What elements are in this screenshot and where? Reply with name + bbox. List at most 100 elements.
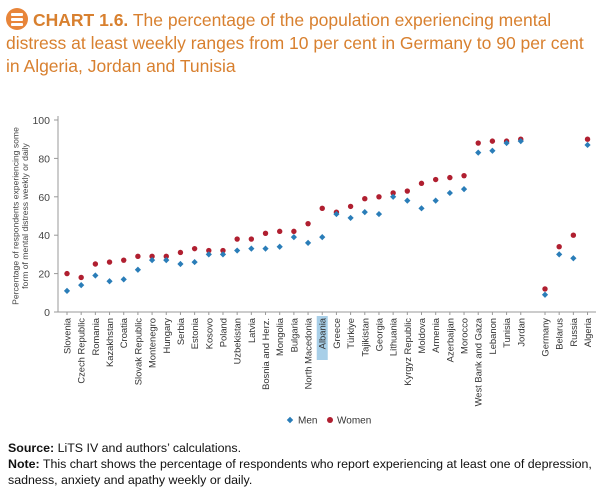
men-point <box>163 257 170 264</box>
men-point <box>276 243 283 250</box>
women-point <box>177 249 184 256</box>
women-point <box>248 236 255 242</box>
x-tick-label: Hungary <box>161 318 172 354</box>
x-tick-label: Greece <box>331 318 342 349</box>
women-point <box>106 259 113 265</box>
men-point <box>556 251 563 258</box>
men-point <box>375 210 383 218</box>
x-tick-label: Tunisia <box>501 317 512 348</box>
x-tick-label: Albania <box>317 317 328 349</box>
x-tick-label: Bulgaria <box>288 317 299 352</box>
men-point <box>92 272 99 279</box>
note-line: Note: This chart shows the percentage of… <box>8 456 596 488</box>
men-point <box>106 278 113 285</box>
women-point <box>542 286 548 292</box>
x-tick-label: Lithuania <box>388 317 399 356</box>
men-point <box>475 149 482 156</box>
men-point <box>234 247 241 254</box>
x-tick-label: Croatia <box>118 317 129 348</box>
women-point <box>404 188 411 194</box>
men-point <box>177 260 184 268</box>
women-point <box>556 244 562 250</box>
x-tick-label: Algeria <box>582 317 593 347</box>
x-tick-label: Mongolia <box>274 317 285 356</box>
chart-footer: Source: LiTS IV and authors’ calculation… <box>8 440 596 488</box>
women-point <box>191 245 198 252</box>
women-point <box>149 253 155 260</box>
x-tick-label: Jordan <box>515 318 526 347</box>
women-point <box>362 196 368 202</box>
men-point <box>517 138 524 145</box>
women-point <box>262 230 269 236</box>
chart-number: CHART 1.6. <box>33 10 129 30</box>
note-text: This chart shows the percentage of respo… <box>8 457 592 487</box>
men-point <box>446 189 453 197</box>
source-text: LiTS IV and authors’ calculations. <box>57 441 242 455</box>
women-point <box>461 172 467 179</box>
women-point <box>447 174 453 181</box>
women-point <box>121 257 127 263</box>
legend-men-label: Men <box>298 416 317 427</box>
x-tick-label: Kosovo <box>203 318 214 349</box>
x-tick-label: Kyrgyz Republic <box>402 318 413 386</box>
x-tick-label: Serbia <box>175 317 186 345</box>
women-point <box>584 136 591 142</box>
x-tick-label: Germany <box>540 318 551 357</box>
women-point <box>78 274 84 281</box>
x-tick-label: Türkiye <box>345 318 356 349</box>
men-point <box>219 251 227 258</box>
x-tick-label: West Bank and Gaza <box>473 317 484 406</box>
men-point <box>418 205 425 212</box>
x-tick-label: Morocco <box>459 318 470 354</box>
chart-title: CHART 1.6. The percentage of the populat… <box>6 8 594 78</box>
men-point <box>205 251 212 258</box>
x-tick-label: Montenegro <box>147 318 158 368</box>
men-point <box>432 197 439 204</box>
women-point <box>418 180 425 187</box>
y-tick-label: 80 <box>38 153 50 165</box>
men-point <box>262 245 269 252</box>
women-point <box>291 228 297 235</box>
men-point <box>304 239 312 246</box>
y-tick-label: 100 <box>32 115 50 127</box>
men-point <box>361 209 368 216</box>
source-label: Source: <box>8 441 55 455</box>
x-tick-label: Belarus <box>554 318 565 350</box>
men-point <box>390 193 397 200</box>
men-point <box>584 141 591 149</box>
women-point <box>376 194 382 200</box>
women-point <box>489 138 496 144</box>
women-point <box>475 140 481 146</box>
x-tick-label: Poland <box>217 318 228 347</box>
men-point <box>460 186 468 193</box>
women-point <box>135 253 141 260</box>
women-point <box>163 253 169 260</box>
women-point <box>64 270 70 277</box>
y-tick-label: 60 <box>38 192 50 204</box>
women-point <box>432 176 439 183</box>
women-point <box>347 203 354 210</box>
women-point <box>206 247 212 254</box>
women-point <box>234 236 240 242</box>
men-point <box>503 139 510 147</box>
legend-men-marker <box>286 416 294 424</box>
x-tick-label: Azerbaijan <box>444 318 455 362</box>
x-tick-label: Moldova <box>416 317 427 353</box>
x-tick-label: Estonia <box>189 317 200 349</box>
men-point <box>489 147 496 154</box>
y-axis-label: Percentage of respondents experiencing s… <box>10 127 30 305</box>
legend-women-marker <box>327 417 333 423</box>
men-point <box>319 234 326 241</box>
x-tick-label: Kazakhstan <box>104 318 115 367</box>
x-tick-label: Latvia <box>246 317 257 343</box>
women-point <box>220 247 226 254</box>
women-point <box>305 220 311 227</box>
chart-title-text: The percentage of the population experie… <box>6 10 584 76</box>
x-tick-label: Georgia <box>373 317 384 351</box>
men-point <box>63 287 71 294</box>
y-tick-label: 0 <box>44 307 50 319</box>
women-point <box>92 261 99 267</box>
men-point <box>347 214 354 222</box>
men-point <box>120 276 127 283</box>
